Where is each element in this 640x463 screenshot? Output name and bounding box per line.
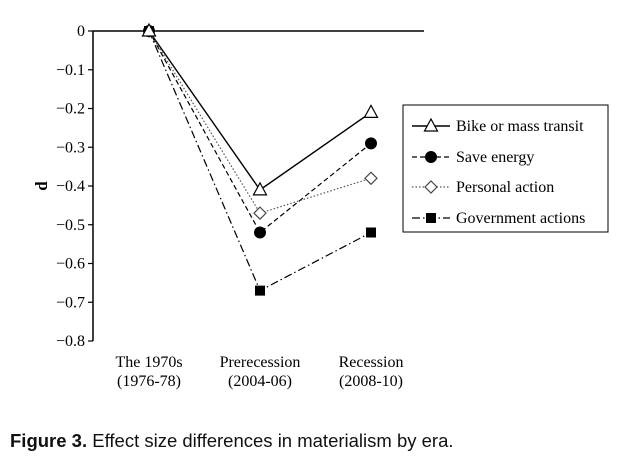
legend-marker xyxy=(424,180,438,194)
chart-svg: 0 −0.1 −0.2 −0.3 −0.4 −0.5 −0.6 −0.7 −0.8 d The 19… xyxy=(32,22,609,390)
x-tick-label: (1976-78) xyxy=(117,373,181,390)
data-point xyxy=(253,206,267,220)
legend-label: Bike or mass transit xyxy=(456,118,584,135)
x-tick-label: (2008-10) xyxy=(339,373,403,390)
data-point xyxy=(255,285,265,296)
y-tick-label: −0.4 xyxy=(56,178,85,195)
y-tick-label: −0.7 xyxy=(56,294,85,311)
data-point xyxy=(364,171,378,186)
x-tick-label: Prerecession xyxy=(220,354,301,371)
y-tick-label: −0.5 xyxy=(56,217,85,234)
legend-marker xyxy=(426,213,436,223)
legend-label: Personal action xyxy=(456,179,554,196)
legend-label: Save energy xyxy=(456,149,534,166)
data-point xyxy=(252,181,268,196)
x-tick-label: Recession xyxy=(339,354,404,371)
caption-label: Figure 3. xyxy=(10,430,88,451)
figure-caption: Figure 3. Effect size differences in mat… xyxy=(10,430,454,452)
series-line xyxy=(148,30,372,292)
chart: 0 −0.1 −0.2 −0.3 −0.4 −0.5 −0.6 −0.7 −0.8 d The 19… xyxy=(32,22,609,390)
x-tick-label: (2004-06) xyxy=(228,373,292,390)
series-line xyxy=(148,30,372,234)
caption-text: Effect size differences in materialism b… xyxy=(92,430,454,451)
y-tick-label: −0.1 xyxy=(56,62,85,79)
y-tick-label: −0.2 xyxy=(56,101,85,118)
data-point xyxy=(254,226,266,239)
y-tick-label: −0.8 xyxy=(56,333,85,350)
data-point xyxy=(363,104,379,118)
data-point xyxy=(366,227,376,238)
data-point xyxy=(365,137,377,150)
legend-marker xyxy=(423,117,439,132)
series-line xyxy=(148,30,372,191)
data-point xyxy=(141,22,157,37)
legend-marker xyxy=(425,151,437,163)
series-line xyxy=(148,30,372,214)
y-tick-label: 0 xyxy=(77,23,85,40)
y-tick-label: −0.3 xyxy=(56,139,85,156)
legend-label: Government actions xyxy=(456,210,585,227)
y-axis-title: d xyxy=(32,181,51,191)
y-tick-label: −0.6 xyxy=(56,256,85,273)
x-tick-label: The 1970s xyxy=(115,354,182,371)
